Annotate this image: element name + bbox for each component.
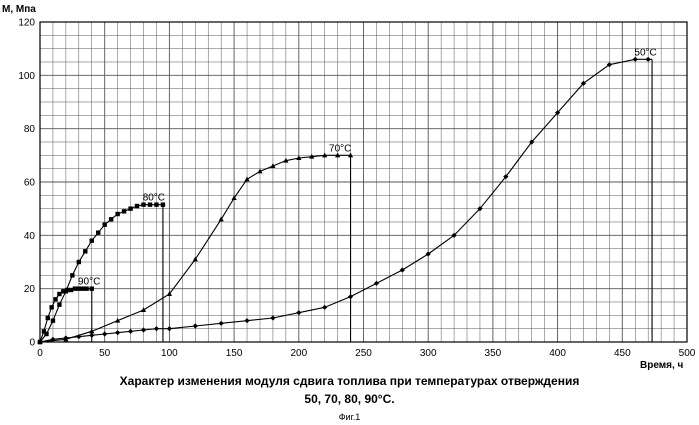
data-point (65, 288, 69, 292)
x-axis-label: Время, ч (640, 360, 684, 371)
series-labels: 50°C 70°C 80°C 90°C (78, 47, 657, 287)
x-tick-label: 350 (485, 348, 502, 359)
data-point (42, 329, 46, 333)
series-group (37, 57, 652, 345)
data-point (90, 238, 94, 242)
data-point (141, 327, 146, 332)
data-point (109, 217, 113, 221)
data-point (69, 288, 73, 292)
chart-title-line1: Характер изменения модуля сдвига топлива… (0, 374, 699, 388)
x-tick-label: 450 (614, 348, 631, 359)
y-tick-label: 20 (24, 284, 36, 295)
chart-title-line2: 50, 70, 80, 90°С. (0, 392, 699, 406)
x-tick-label: 200 (290, 348, 307, 359)
y-tick-label: 80 (24, 124, 36, 135)
data-point (102, 331, 107, 336)
y-tick-label: 120 (18, 18, 35, 29)
series-line (40, 205, 163, 342)
x-tick-label: 500 (679, 348, 696, 359)
series-2 (38, 202, 165, 344)
data-point (38, 340, 42, 344)
series-0 (37, 57, 652, 345)
data-point (193, 323, 198, 328)
series-label: 80°C (143, 193, 165, 204)
data-point (61, 289, 65, 293)
data-point (77, 260, 81, 264)
data-point (219, 321, 224, 326)
data-point (57, 302, 61, 306)
data-point (73, 286, 77, 290)
data-point (141, 307, 146, 312)
y-axis-label: М, Мпа (2, 4, 36, 15)
data-point (322, 305, 327, 310)
data-point (103, 222, 107, 226)
data-point (374, 281, 379, 286)
x-tick-label: 300 (420, 348, 437, 359)
y-tick-label: 0 (29, 338, 35, 349)
data-point (115, 212, 119, 216)
data-point (128, 329, 133, 334)
shear-modulus-chart: 0 50 100 150 200 250 300 350 400 450 500 0 20 40 60 80 1… (0, 0, 699, 372)
data-point (115, 330, 120, 335)
data-point (296, 310, 301, 315)
x-tick-label: 150 (226, 348, 243, 359)
data-point (51, 318, 55, 322)
data-point (57, 292, 61, 296)
data-point (122, 209, 126, 213)
x-tick-label: 100 (161, 348, 178, 359)
x-tick-label: 250 (355, 348, 372, 359)
data-point (244, 318, 249, 323)
series-label: 70°C (329, 143, 351, 154)
figure-label: Фиг.1 (0, 412, 699, 422)
series-line (40, 59, 648, 342)
x-tick-label: 400 (549, 348, 566, 359)
data-point (83, 249, 87, 253)
series-label: 50°C (634, 47, 656, 58)
data-point (167, 326, 172, 331)
x-tick-label: 0 (37, 348, 43, 359)
data-point (135, 204, 139, 208)
y-tick-label: 60 (24, 178, 36, 189)
axes: 0 50 100 150 200 250 300 350 400 450 500 0 20 40 60 80 1… (18, 18, 695, 360)
data-point (49, 305, 53, 309)
y-tick-label: 100 (18, 71, 35, 82)
data-point (53, 297, 57, 301)
data-point (270, 315, 275, 320)
x-tick-label: 50 (99, 348, 111, 359)
data-point (154, 326, 159, 331)
data-point (128, 206, 132, 210)
data-point (244, 177, 249, 182)
grid (40, 22, 687, 342)
data-point (96, 230, 100, 234)
data-point (46, 316, 50, 320)
y-tick-label: 40 (24, 231, 36, 242)
series-label: 90°C (78, 277, 100, 288)
data-point (400, 267, 405, 272)
data-point (70, 273, 74, 277)
